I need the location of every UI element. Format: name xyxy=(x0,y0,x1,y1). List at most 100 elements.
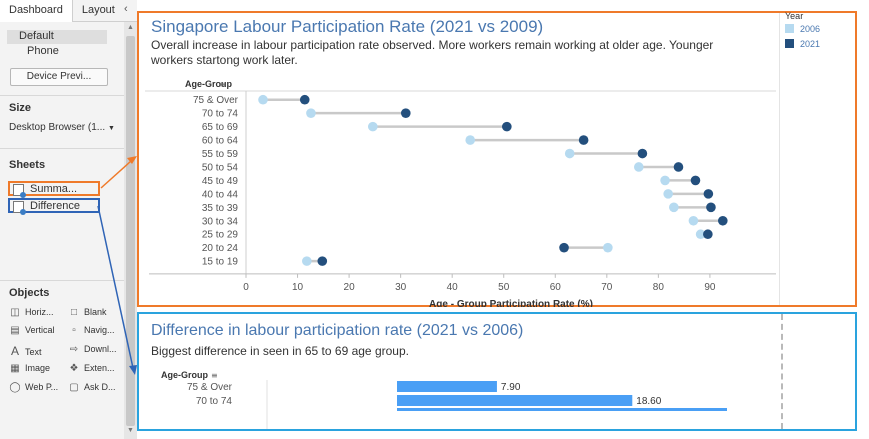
scroll-thumb[interactable] xyxy=(126,36,135,426)
object-extension[interactable]: ❖ Exten... xyxy=(68,363,115,374)
object-download[interactable]: ⇨ Downl... xyxy=(68,344,117,355)
difference-sheet-panel[interactable]: Difference in labour participation rate … xyxy=(137,312,857,431)
x-tick-label: 90 xyxy=(704,282,716,293)
tab-dashboard[interactable]: Dashboard xyxy=(0,0,73,22)
sheet-label: Difference xyxy=(30,200,80,212)
x-tick-label: 20 xyxy=(344,282,356,293)
category-label: 75 & Over xyxy=(193,95,239,106)
point-2006 xyxy=(258,94,268,105)
point-2006 xyxy=(695,229,706,240)
legend-label: 2021 xyxy=(800,38,821,49)
object-navigation[interactable]: ▫ Navig... xyxy=(68,325,115,336)
sheet-icon xyxy=(13,184,26,198)
download-icon: ⇨ xyxy=(69,344,79,355)
sheet-item-difference[interactable]: Difference xyxy=(8,198,100,215)
bar-data-label: 18.60 xyxy=(636,396,661,407)
device-default[interactable]: Default xyxy=(7,30,107,44)
object-text[interactable]: A Text xyxy=(9,344,42,358)
chart-title: Singapore Labour Participation Rate (202… xyxy=(151,17,544,36)
point-2006 xyxy=(465,135,476,145)
point-2006 xyxy=(660,175,670,186)
sheet-item-summary[interactable]: Summa... xyxy=(8,181,100,198)
point-2021 xyxy=(299,94,310,105)
vertical-container-icon: ▤ xyxy=(10,325,20,336)
sidebar-scrollbar[interactable]: ▲ ▼ xyxy=(124,22,137,439)
device-preview-button[interactable]: Device Previ... xyxy=(10,68,108,86)
legend-item-2006[interactable]: 2006 xyxy=(785,21,855,36)
difference-bar xyxy=(397,381,497,392)
category-label: 65 to 69 xyxy=(202,122,239,133)
image-icon: ▦ xyxy=(10,363,20,374)
object-web-page[interactable]: ◯ Web P... xyxy=(9,382,58,393)
object-label: Image xyxy=(25,363,51,373)
object-horizontal[interactable]: ◫ Horiz... xyxy=(9,307,54,318)
x-tick-label: 70 xyxy=(601,282,613,293)
point-2006 xyxy=(368,121,378,132)
category-label: 50 to 54 xyxy=(202,162,239,173)
sheets-heading: Sheets xyxy=(9,159,46,171)
legend-title: Year xyxy=(785,11,804,21)
sort-icon: ≡ xyxy=(219,80,226,89)
legend-item-2021[interactable]: 2021 xyxy=(785,36,855,51)
category-label: 15 to 19 xyxy=(202,257,239,268)
object-label: Vertical xyxy=(25,325,55,335)
legend-divider xyxy=(779,13,780,305)
device-phone[interactable]: Phone xyxy=(27,45,59,57)
bar-data-label: 7.90 xyxy=(501,382,521,393)
category-label: 20 to 24 xyxy=(202,243,239,254)
summary-sheet-panel[interactable]: Singapore Labour Participation Rate (202… xyxy=(137,11,857,307)
object-label: Downl... xyxy=(84,344,117,354)
point-2021 xyxy=(673,162,684,172)
category-label: 75 & Over xyxy=(187,382,233,393)
year-legend[interactable]: Year 2006 2021 xyxy=(785,11,855,51)
chart-subtitle: Biggest difference in seen in 65 to 69 a… xyxy=(151,344,409,358)
point-2021 xyxy=(578,135,589,145)
x-tick-label: 40 xyxy=(447,282,459,293)
web-page-icon: ◯ xyxy=(9,382,21,393)
point-2006 xyxy=(564,148,575,159)
object-label: Ask D... xyxy=(84,382,116,392)
category-label: 30 to 34 xyxy=(202,216,239,227)
object-blank[interactable]: □ Blank xyxy=(68,307,107,318)
x-tick-label: 30 xyxy=(395,282,407,293)
collapse-sidebar-icon[interactable]: ‹ xyxy=(124,3,128,15)
x-tick-label: 80 xyxy=(653,282,665,293)
scroll-down-icon[interactable]: ▼ xyxy=(127,427,134,434)
extension-icon: ❖ xyxy=(69,363,79,374)
sidebar-tabs: Dashboard Layout xyxy=(0,0,137,22)
object-label: Horiz... xyxy=(25,307,54,317)
scroll-up-icon[interactable]: ▲ xyxy=(127,24,134,31)
object-image[interactable]: ▦ Image xyxy=(9,363,50,374)
size-select[interactable]: Desktop Browser (1... ▼ xyxy=(9,122,115,133)
difference-bar-partial xyxy=(397,408,727,411)
category-label: 40 to 44 xyxy=(202,189,239,200)
object-vertical[interactable]: ▤ Vertical xyxy=(9,325,55,336)
x-tick-label: 10 xyxy=(292,282,304,293)
point-2021 xyxy=(559,242,569,253)
category-label: 70 to 74 xyxy=(202,109,239,120)
object-ask-data[interactable]: ▢ Ask D... xyxy=(68,382,116,393)
navigation-icon: ▫ xyxy=(72,325,76,336)
object-label: Blank xyxy=(84,307,107,317)
divider xyxy=(0,95,124,96)
difference-bar xyxy=(397,395,633,406)
legend-swatch xyxy=(785,24,794,33)
category-label: 55 to 59 xyxy=(202,149,239,160)
point-2021 xyxy=(706,202,716,213)
point-2021 xyxy=(703,189,714,199)
point-2006 xyxy=(633,162,644,172)
divider xyxy=(0,148,124,149)
x-tick-label: 50 xyxy=(498,282,510,293)
size-heading: Size xyxy=(9,102,32,114)
object-label: Navig... xyxy=(84,325,115,335)
point-2006 xyxy=(663,189,673,199)
category-label: 25 to 29 xyxy=(202,230,239,241)
point-2006 xyxy=(306,108,316,118)
x-tick-label: 0 xyxy=(243,282,249,293)
point-2006 xyxy=(302,256,312,266)
dumbbell-chart: Age-Group≡ 0 10 20 30 40 50 60 70 80 90 Age - Group… xyxy=(145,79,776,307)
point-2021 xyxy=(718,215,728,226)
tab-layout[interactable]: Layout xyxy=(81,4,115,16)
object-label: Web P... xyxy=(25,382,59,392)
blank-icon: □ xyxy=(70,307,78,318)
